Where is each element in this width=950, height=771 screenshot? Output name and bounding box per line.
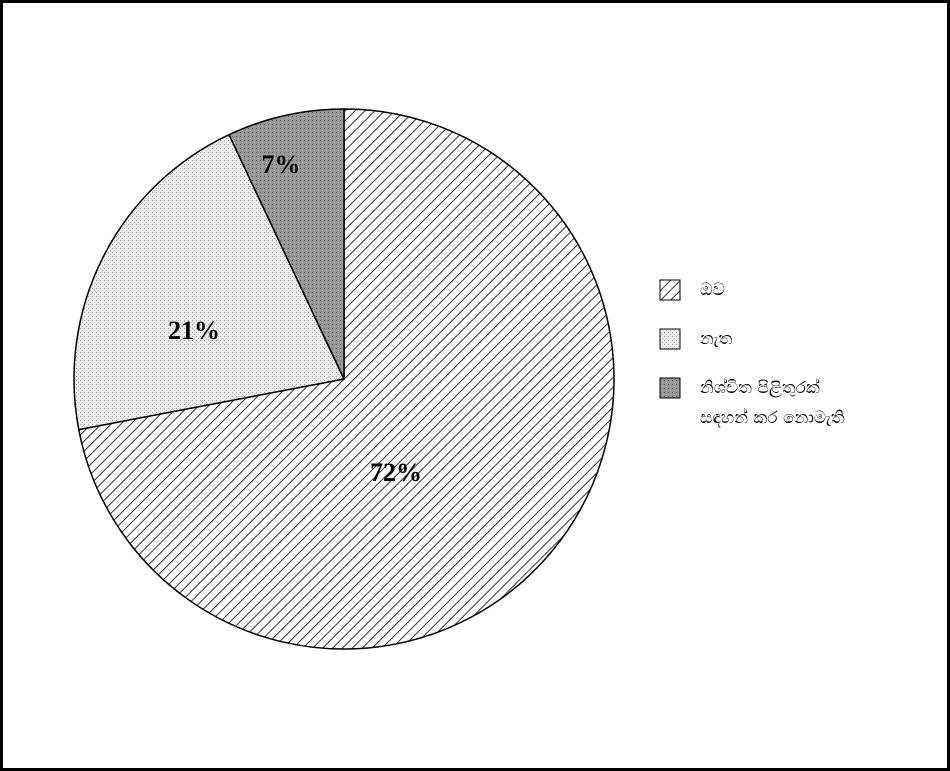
slice-value-label-1: 21% (168, 316, 220, 345)
pie-slice-0 (77, 108, 615, 650)
pie-slice-2 (228, 108, 345, 380)
legend-label-2-line-1: සඳහන් කර නොමැති (700, 408, 845, 428)
pie-slices (73, 108, 615, 650)
pie-labels: 72% 21% 7% (168, 150, 422, 487)
legend: ඔව නැත නිශ්චිත පිළිතුරක් සඳහන් කර නොමැති (659, 279, 845, 428)
legend-swatch-2 (659, 377, 681, 399)
legend-label-2: නිශ්චිත පිළිතුරක් (700, 378, 820, 398)
legend-swatch-0 (659, 279, 681, 301)
pie-slice-1 (73, 133, 346, 431)
slice-value-label-2: 7% (262, 150, 301, 179)
legend-swatch-1 (659, 328, 681, 350)
slice-value-label-0: 72% (370, 458, 422, 487)
legend-label-1: නැත (700, 329, 733, 349)
legend-label-0: ඔව (700, 280, 725, 300)
